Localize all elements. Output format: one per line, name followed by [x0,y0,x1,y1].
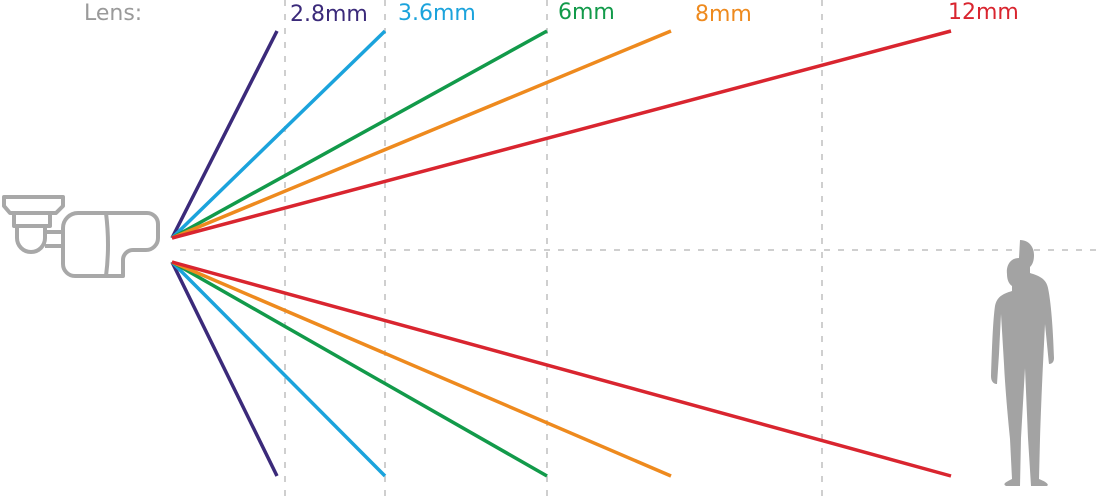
lens-label-2-8: 2.8mm [290,2,368,27]
lens-label-6: 6mm [558,0,615,25]
beam-top-2-8mm [170,30,279,239]
beam-bottom-12mm [171,260,952,478]
beam-bottom-2-8mm [170,261,279,477]
beam-top-6mm [171,29,548,240]
lens-title: Lens: [84,1,142,26]
person-silhouette-icon [991,240,1054,486]
beam-top-8mm [171,29,672,240]
beam-top-12mm [171,29,952,240]
bullet-camera-icon [2,195,160,278]
beam-bottom-3-6mm [170,260,387,478]
lens-label-3-6: 3.6mm [398,1,476,26]
grid [180,0,1100,497]
lens-beams [170,29,952,478]
beam-bottom-8mm [171,260,672,478]
beam-top-3-6mm [170,29,387,240]
lens-label-12: 12mm [948,0,1019,25]
beam-bottom-6mm [171,260,548,478]
lens-label-8: 8mm [695,2,752,27]
